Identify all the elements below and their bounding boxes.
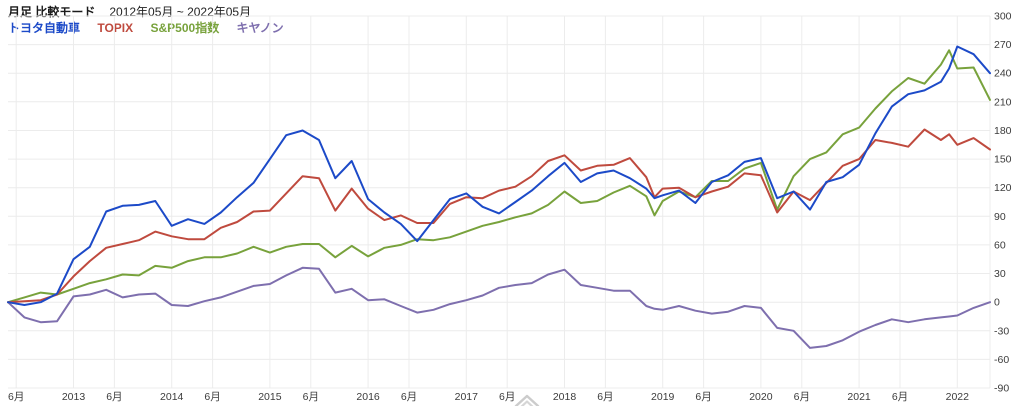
gridlines (8, 15, 991, 389)
svg-text:210: 210 (994, 96, 1012, 108)
svg-text:6月: 6月 (794, 391, 810, 403)
svg-text:2017: 2017 (455, 391, 479, 403)
svg-text:6月: 6月 (597, 391, 613, 403)
line-topix (7, 128, 991, 304)
legend-item-sp500: S&P500指数 (150, 21, 220, 35)
svg-text:-60: -60 (994, 354, 1009, 366)
legend: トヨタ自動車 TOPIX S&P500指数 キヤノン (8, 19, 298, 36)
svg-text:270: 270 (994, 39, 1012, 51)
svg-text:2015: 2015 (258, 391, 282, 403)
collapse-chevron-icon[interactable] (513, 392, 541, 406)
svg-text:6月: 6月 (106, 391, 122, 403)
svg-text:2019: 2019 (651, 391, 675, 403)
line-toyota (7, 45, 991, 306)
svg-text:6月: 6月 (499, 391, 515, 403)
svg-text:6月: 6月 (204, 391, 220, 403)
svg-text:-90: -90 (994, 383, 1009, 395)
svg-text:2020: 2020 (749, 391, 773, 403)
legend-item-canon: キヤノン (236, 21, 284, 35)
svg-text:2022: 2022 (946, 391, 970, 403)
svg-text:6月: 6月 (892, 391, 908, 403)
svg-text:6月: 6月 (8, 391, 24, 403)
svg-text:30: 30 (994, 268, 1006, 280)
x-axis-labels: 6月 2013 6月 2014 6月 2015 6月 2016 6月 2017 6月 2018 6月 20… (8, 391, 969, 403)
svg-text:180: 180 (994, 125, 1012, 137)
svg-text:6月: 6月 (303, 391, 319, 403)
line-sp500 (7, 49, 991, 304)
line-canon (7, 266, 991, 349)
legend-item-toyota: トヨタ自動車 (8, 21, 81, 35)
svg-text:300: 300 (994, 11, 1012, 23)
svg-text:2016: 2016 (356, 391, 380, 403)
svg-text:2014: 2014 (160, 391, 184, 403)
svg-text:6月: 6月 (401, 391, 417, 403)
svg-text:120: 120 (994, 182, 1012, 194)
svg-text:-30: -30 (994, 325, 1009, 337)
svg-text:150: 150 (994, 154, 1012, 166)
svg-text:6月: 6月 (695, 391, 711, 403)
svg-text:240: 240 (994, 68, 1012, 80)
legend-item-topix: TOPIX (97, 21, 134, 35)
svg-text:90: 90 (994, 211, 1006, 223)
svg-text:2013: 2013 (62, 391, 86, 403)
svg-text:2021: 2021 (847, 391, 871, 403)
svg-text:0: 0 (994, 297, 1000, 309)
svg-text:2018: 2018 (553, 391, 577, 403)
svg-text:60: 60 (994, 239, 1006, 251)
